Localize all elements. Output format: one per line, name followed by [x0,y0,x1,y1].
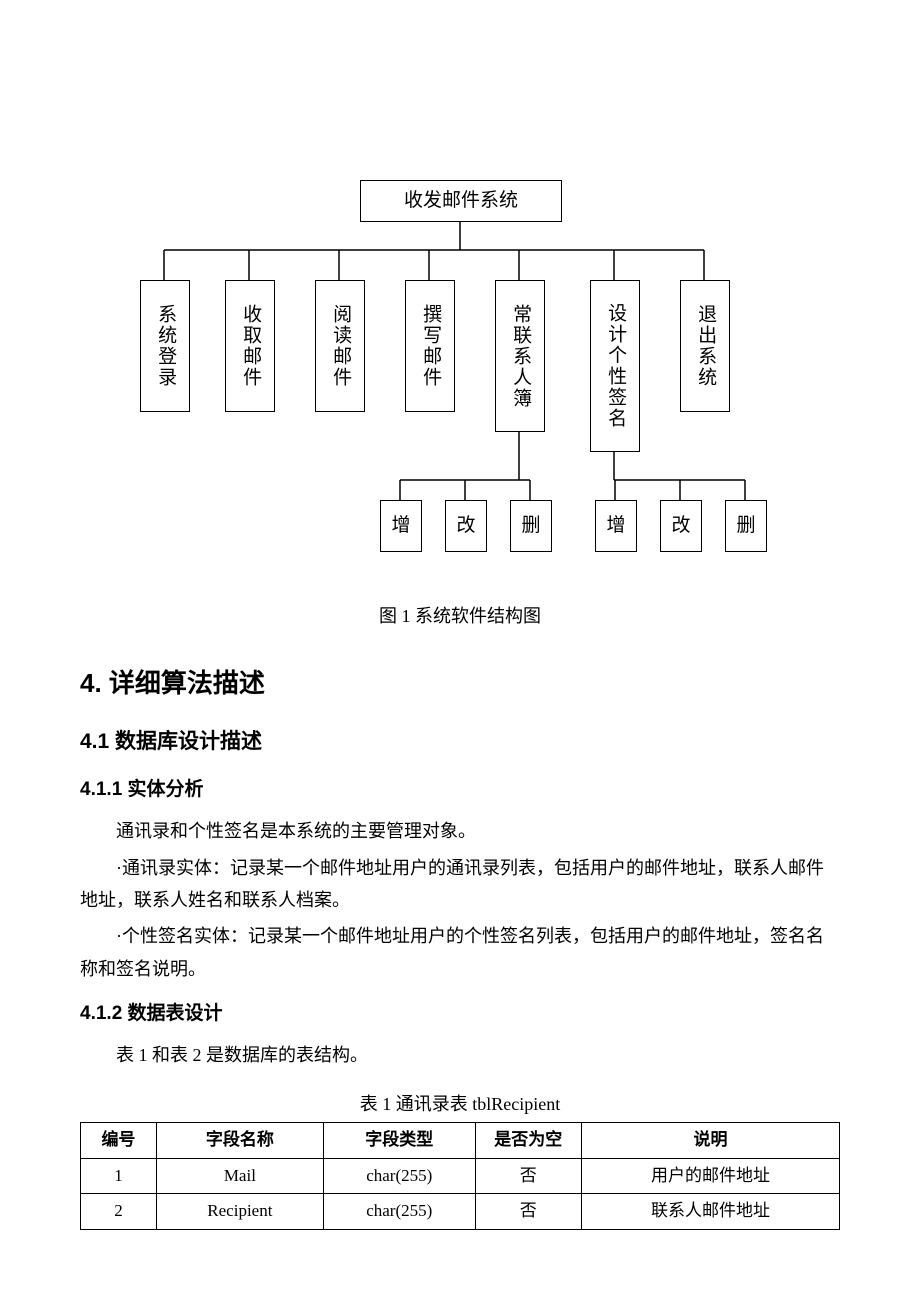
table-cell: 用户的邮件地址 [581,1158,839,1194]
table-cell: 否 [475,1194,581,1230]
table-1-col-header: 字段名称 [156,1123,323,1159]
table-cell: 否 [475,1158,581,1194]
system-structure-diagram: 收发邮件系统系统登录收取邮件阅读邮件撰写邮件常联系人簿设计个性签名退出系统增改删… [80,140,840,580]
section-4-1-heading: 4.1 数据库设计描述 [80,723,840,761]
table-1-col-header: 说明 [581,1123,839,1159]
table-cell: 1 [81,1158,157,1194]
diagram-node: 收取邮件 [225,280,275,412]
table-cell: 2 [81,1194,157,1230]
table-1-header-row: 编号字段名称字段类型是否为空说明 [81,1123,840,1159]
table-cell: 联系人邮件地址 [581,1194,839,1230]
diagram-node: 系统登录 [140,280,190,412]
diagram-node: 撰写邮件 [405,280,455,412]
paragraph-entity-intro: 通讯录和个性签名是本系统的主要管理对象。 [80,815,840,847]
diagram-node: 改 [660,500,702,552]
table-1-caption: 表 1 通讯录表 tblRecipient [80,1088,840,1120]
section-4-1-2-heading: 4.1.2 数据表设计 [80,997,840,1031]
table-cell: Mail [156,1158,323,1194]
diagram-node: 增 [380,500,422,552]
section-4-heading: 4. 详细算法描述 [80,660,840,707]
diagram-node: 收发邮件系统 [360,180,562,222]
table-1-col-header: 编号 [81,1123,157,1159]
diagram-node: 增 [595,500,637,552]
section-4-1-1-heading: 4.1.1 实体分析 [80,773,840,807]
paragraph-table-intro: 表 1 和表 2 是数据库的表结构。 [80,1039,840,1071]
table-cell: char(255) [323,1194,475,1230]
table-cell: Recipient [156,1194,323,1230]
table-1: 编号字段名称字段类型是否为空说明 1Mailchar(255)否用户的邮件地址2… [80,1122,840,1230]
paragraph-entity-2: ·个性签名实体：记录某一个邮件地址用户的个性签名列表，包括用户的邮件地址，签名名… [80,920,840,985]
paragraph-entity-1: ·通讯录实体：记录某一个邮件地址用户的通讯录列表，包括用户的邮件地址，联系人邮件… [80,852,840,917]
table-row: 1Mailchar(255)否用户的邮件地址 [81,1158,840,1194]
diagram-node: 设计个性签名 [590,280,640,452]
diagram-node: 删 [725,500,767,552]
diagram-node: 阅读邮件 [315,280,365,412]
diagram-node: 常联系人簿 [495,280,545,432]
table-1-col-header: 字段类型 [323,1123,475,1159]
figure-1-caption: 图 1 系统软件结构图 [80,600,840,632]
table-cell: char(255) [323,1158,475,1194]
diagram-node: 改 [445,500,487,552]
table-1-col-header: 是否为空 [475,1123,581,1159]
diagram-node: 删 [510,500,552,552]
table-1-body: 1Mailchar(255)否用户的邮件地址2Recipientchar(255… [81,1158,840,1229]
table-row: 2Recipientchar(255)否联系人邮件地址 [81,1194,840,1230]
diagram-node: 退出系统 [680,280,730,412]
